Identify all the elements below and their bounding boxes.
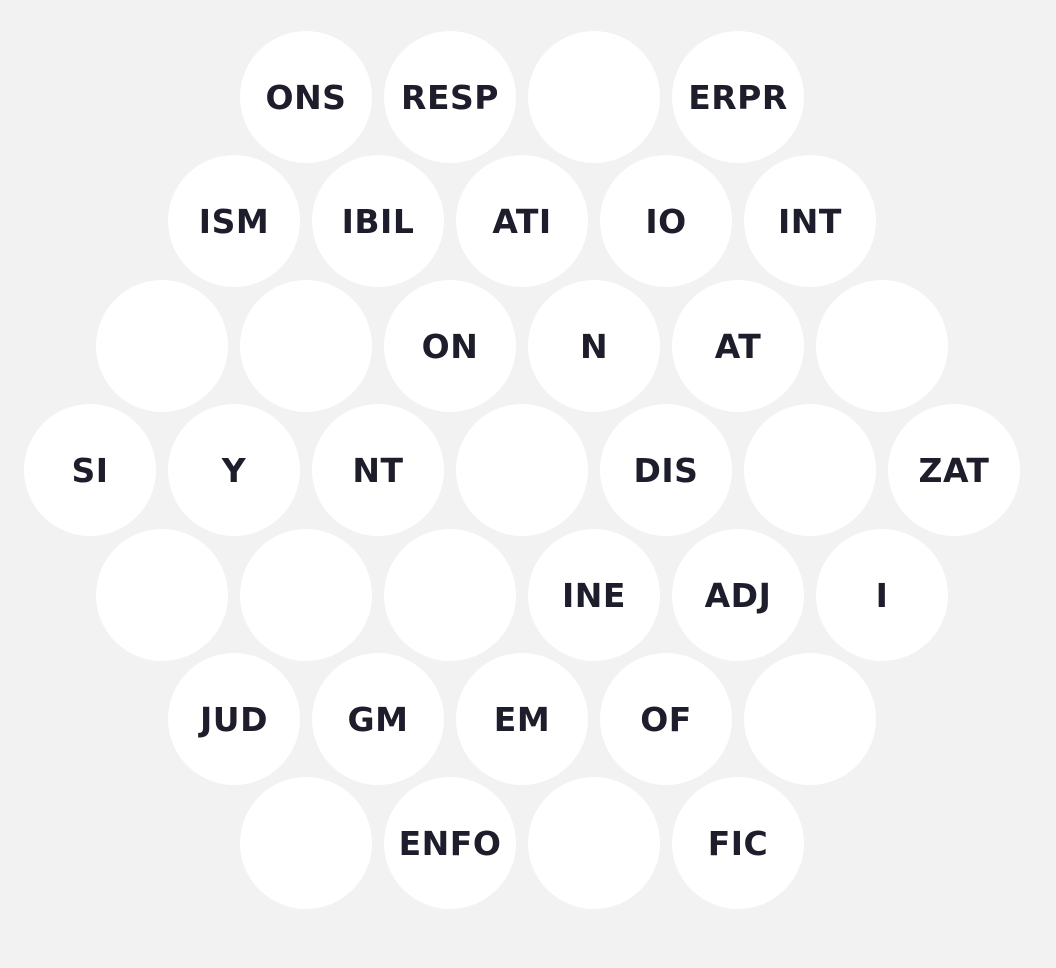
- empty-tile[interactable]: [96, 529, 228, 661]
- letter-tile[interactable]: ISM: [168, 155, 300, 287]
- empty-tile[interactable]: [240, 777, 372, 909]
- tile-label: EM: [493, 699, 551, 739]
- letter-tile[interactable]: ZAT: [888, 404, 1020, 536]
- empty-tile[interactable]: [240, 529, 372, 661]
- empty-tile[interactable]: [528, 777, 660, 909]
- letter-tile[interactable]: ADJ: [672, 529, 804, 661]
- letter-tile[interactable]: N: [528, 280, 660, 412]
- tile-label: N: [579, 326, 609, 366]
- letter-tile[interactable]: DIS: [600, 404, 732, 536]
- empty-tile[interactable]: [384, 529, 516, 661]
- letter-tile[interactable]: INT: [744, 155, 876, 287]
- tile-label: ADJ: [704, 575, 772, 615]
- letter-tile[interactable]: GM: [312, 653, 444, 785]
- tile-label: INT: [778, 201, 842, 241]
- letter-tile[interactable]: ERPR: [672, 31, 804, 163]
- tile-label: GM: [347, 699, 409, 739]
- letter-tile[interactable]: INE: [528, 529, 660, 661]
- tile-label: SI: [71, 450, 109, 490]
- empty-tile[interactable]: [744, 653, 876, 785]
- tile-label: NT: [352, 450, 404, 490]
- letter-tile[interactable]: RESP: [384, 31, 516, 163]
- empty-tile[interactable]: [456, 404, 588, 536]
- tile-label: ON: [421, 326, 479, 366]
- empty-tile[interactable]: [240, 280, 372, 412]
- letter-tile[interactable]: SI: [24, 404, 156, 536]
- tile-label: ERPR: [688, 77, 788, 117]
- letter-tile[interactable]: NT: [312, 404, 444, 536]
- letter-tile[interactable]: Y: [168, 404, 300, 536]
- tile-label: INE: [562, 575, 626, 615]
- letter-tile[interactable]: JUD: [168, 653, 300, 785]
- tile-label: IO: [645, 201, 687, 241]
- letter-tile[interactable]: ENFO: [384, 777, 516, 909]
- letter-tile[interactable]: OF: [600, 653, 732, 785]
- letter-tile[interactable]: IO: [600, 155, 732, 287]
- tile-label: FIC: [707, 823, 769, 863]
- letter-tile[interactable]: ATI: [456, 155, 588, 287]
- tile-label: ENFO: [398, 823, 502, 863]
- tile-label: ZAT: [918, 450, 990, 490]
- letter-tile[interactable]: ONS: [240, 31, 372, 163]
- empty-tile[interactable]: [816, 280, 948, 412]
- empty-tile[interactable]: [744, 404, 876, 536]
- tile-label: DIS: [633, 450, 699, 490]
- tile-label: I: [875, 575, 889, 615]
- tile-label: AT: [714, 326, 762, 366]
- tile-label: ATI: [492, 201, 552, 241]
- letter-tile[interactable]: IBIL: [312, 155, 444, 287]
- empty-tile[interactable]: [96, 280, 228, 412]
- empty-tile[interactable]: [528, 31, 660, 163]
- letter-tile[interactable]: ON: [384, 280, 516, 412]
- tile-label: Y: [221, 450, 247, 490]
- tile-label: IBIL: [341, 201, 415, 241]
- tile-label: ONS: [265, 77, 347, 117]
- letter-tile[interactable]: FIC: [672, 777, 804, 909]
- tile-label: ISM: [198, 201, 270, 241]
- tile-label: OF: [640, 699, 692, 739]
- tile-label: RESP: [401, 77, 499, 117]
- letter-tile[interactable]: AT: [672, 280, 804, 412]
- tile-label: JUD: [200, 699, 268, 739]
- letter-tile[interactable]: I: [816, 529, 948, 661]
- letter-tile[interactable]: EM: [456, 653, 588, 785]
